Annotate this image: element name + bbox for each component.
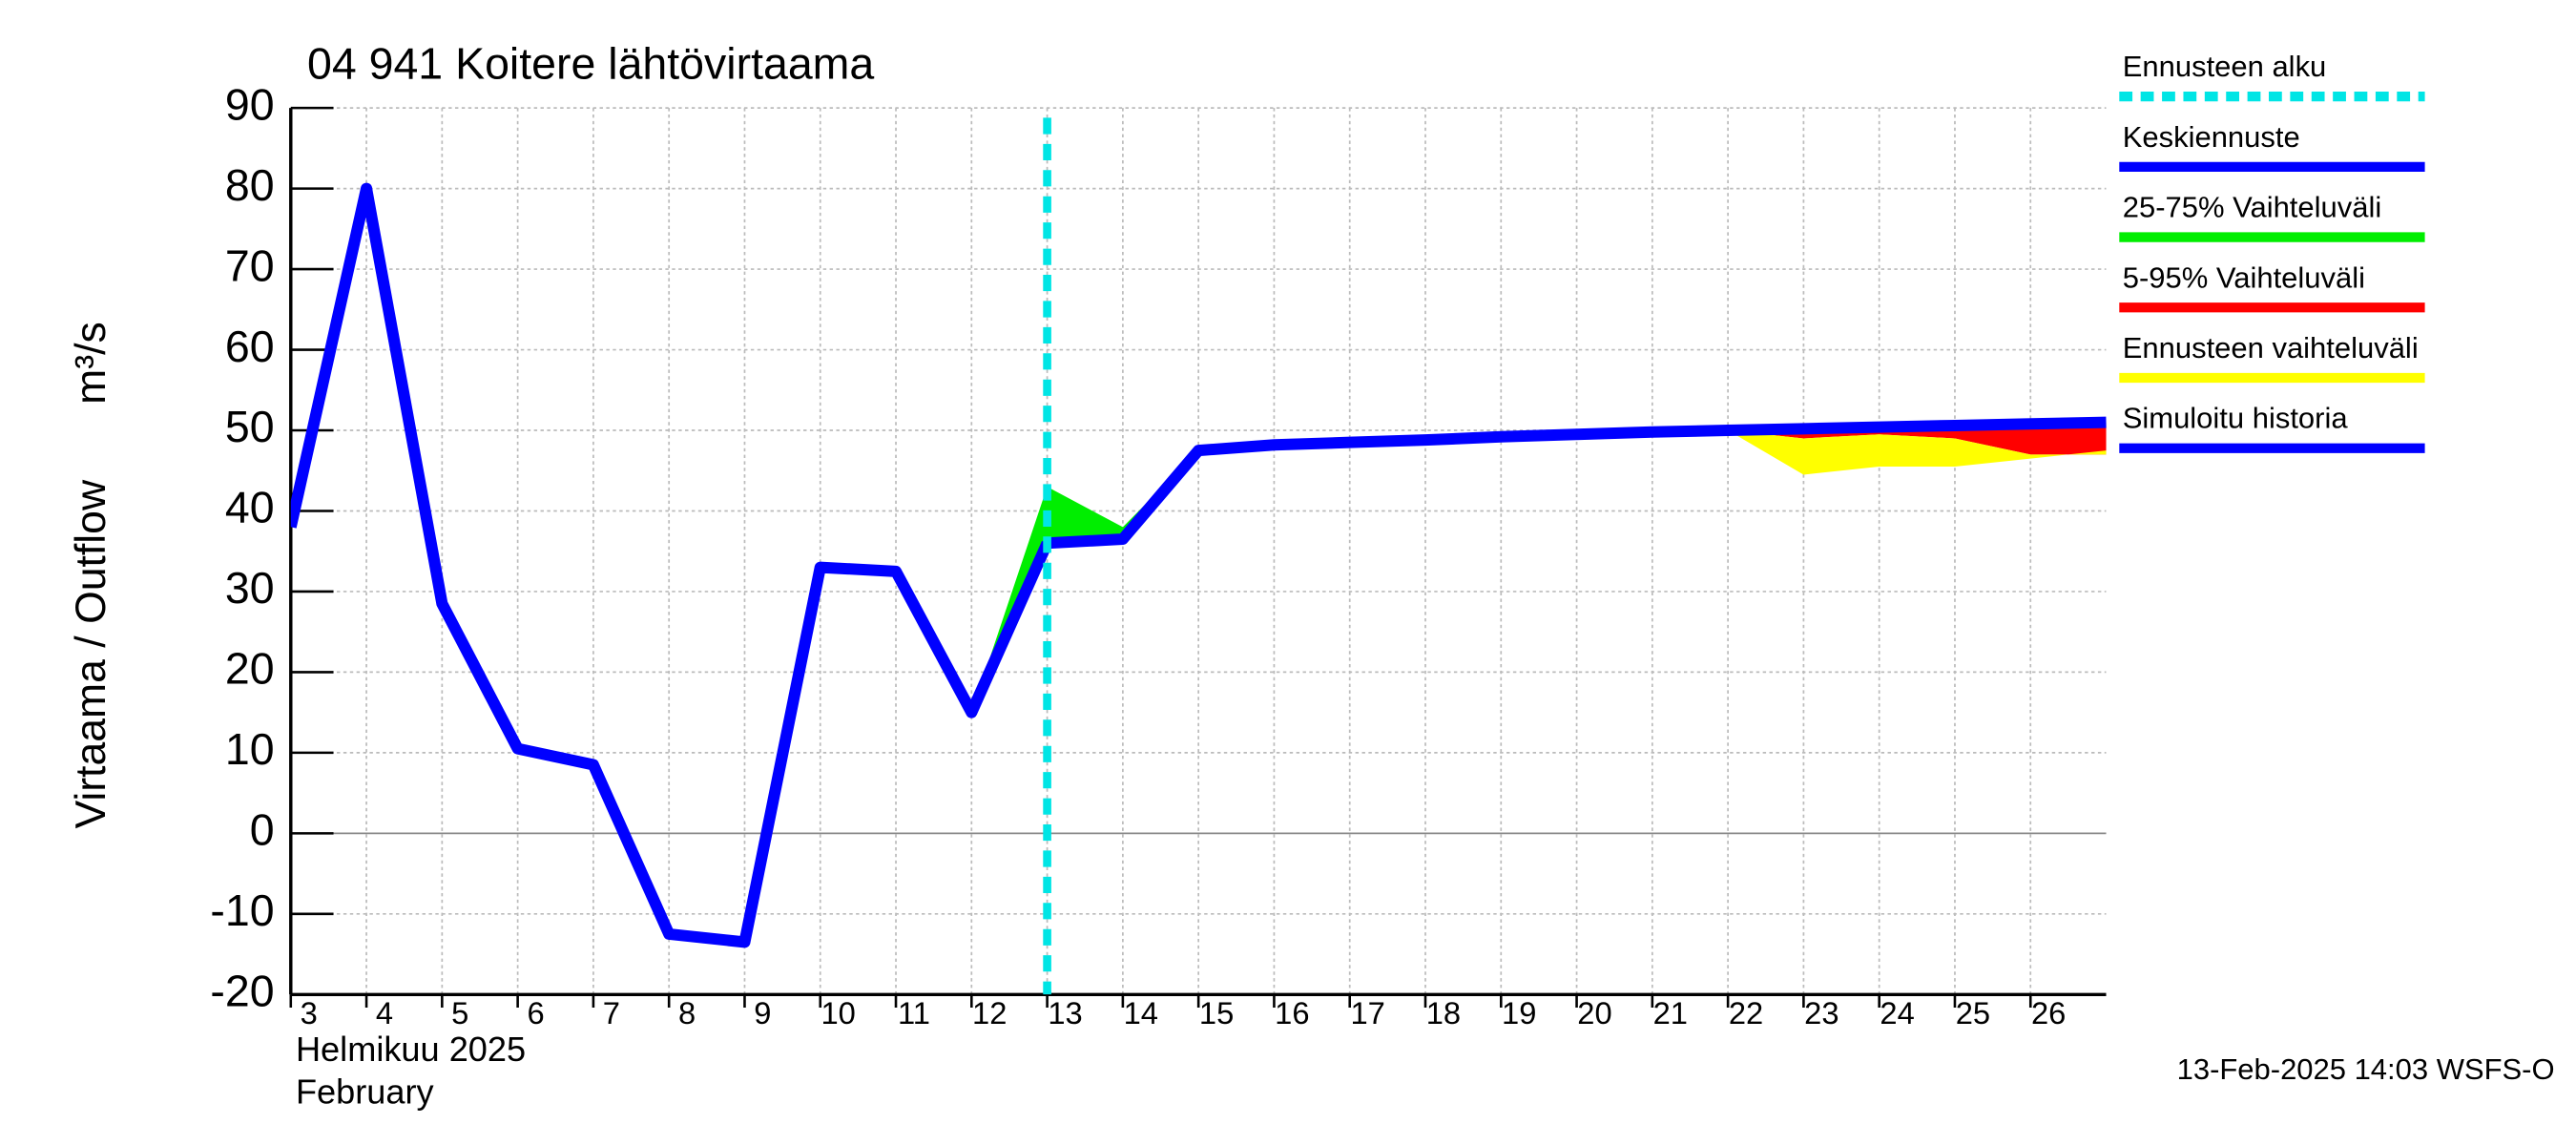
y-tick-label: -10 xyxy=(210,885,274,935)
y-tick-label: 40 xyxy=(225,483,275,532)
x-tick-label: 16 xyxy=(1275,995,1309,1030)
x-tick-label: 18 xyxy=(1426,995,1461,1030)
y-axis-unit: m³/s xyxy=(68,322,114,405)
y-tick-label: 90 xyxy=(225,79,275,129)
legend-label: Ennusteen alku xyxy=(2123,50,2327,83)
x-tick-label: 20 xyxy=(1577,995,1611,1030)
x-tick-label: 21 xyxy=(1653,995,1688,1030)
line xyxy=(1047,416,2107,550)
x-tick-label: 4 xyxy=(376,995,393,1030)
y-axis-label: Virtaama / Outflow xyxy=(68,479,114,828)
y-tick-label: 70 xyxy=(225,240,275,290)
x-tick-label: 15 xyxy=(1199,995,1234,1030)
y-tick-label: 30 xyxy=(225,563,275,613)
chart-title: 04 941 Koitere lähtövirtaama xyxy=(307,39,874,89)
y-tick-label: 50 xyxy=(225,402,275,451)
legend-label: 5-95% Vaihteluväli xyxy=(2123,260,2365,294)
x-tick-label: 6 xyxy=(527,995,544,1030)
x-tick-label: 13 xyxy=(1048,995,1082,1030)
band xyxy=(1728,430,2107,475)
y-tick-label: 0 xyxy=(250,805,275,855)
x-tick-label: 25 xyxy=(1956,995,1990,1030)
legend-label: Ennusteen vaihteluväli xyxy=(2123,331,2419,364)
legend-label: 25-75% Vaihteluväli xyxy=(2123,191,2381,224)
x-tick-label: 11 xyxy=(898,995,930,1030)
legend-label: Simuloitu historia xyxy=(2123,402,2349,435)
x-tick-label: 14 xyxy=(1124,995,1158,1030)
plot-area xyxy=(290,108,2107,995)
x-tick-label: 9 xyxy=(754,995,771,1030)
x-tick-label: 23 xyxy=(1804,995,1839,1030)
x-tick-label: 17 xyxy=(1350,995,1384,1030)
y-tick-label: 60 xyxy=(225,322,275,371)
x-axis-label: February xyxy=(296,1072,434,1111)
y-tick-label: 10 xyxy=(225,724,275,774)
line xyxy=(290,182,1053,948)
y-tick-label: 80 xyxy=(225,160,275,210)
y-tick-label: -20 xyxy=(210,967,274,1016)
legend-label: Keskiennuste xyxy=(2123,120,2300,154)
y-tick-label: 20 xyxy=(225,644,275,694)
x-tick-label: 12 xyxy=(972,995,1007,1030)
footer: 13-Feb-2025 14:03 WSFS-O xyxy=(2177,1052,2555,1086)
x-tick-label: 19 xyxy=(1502,995,1536,1030)
x-tick-label: 3 xyxy=(301,995,318,1030)
x-tick-label: 10 xyxy=(821,995,856,1030)
x-tick-label: 26 xyxy=(2031,995,2066,1030)
x-tick-label: 24 xyxy=(1880,995,1914,1030)
x-tick-label: 7 xyxy=(603,995,620,1030)
x-tick-label: 22 xyxy=(1729,995,1763,1030)
x-axis-label: Helmikuu 2025 xyxy=(296,1030,526,1069)
x-tick-label: 5 xyxy=(451,995,468,1030)
x-tick-label: 8 xyxy=(678,995,696,1030)
